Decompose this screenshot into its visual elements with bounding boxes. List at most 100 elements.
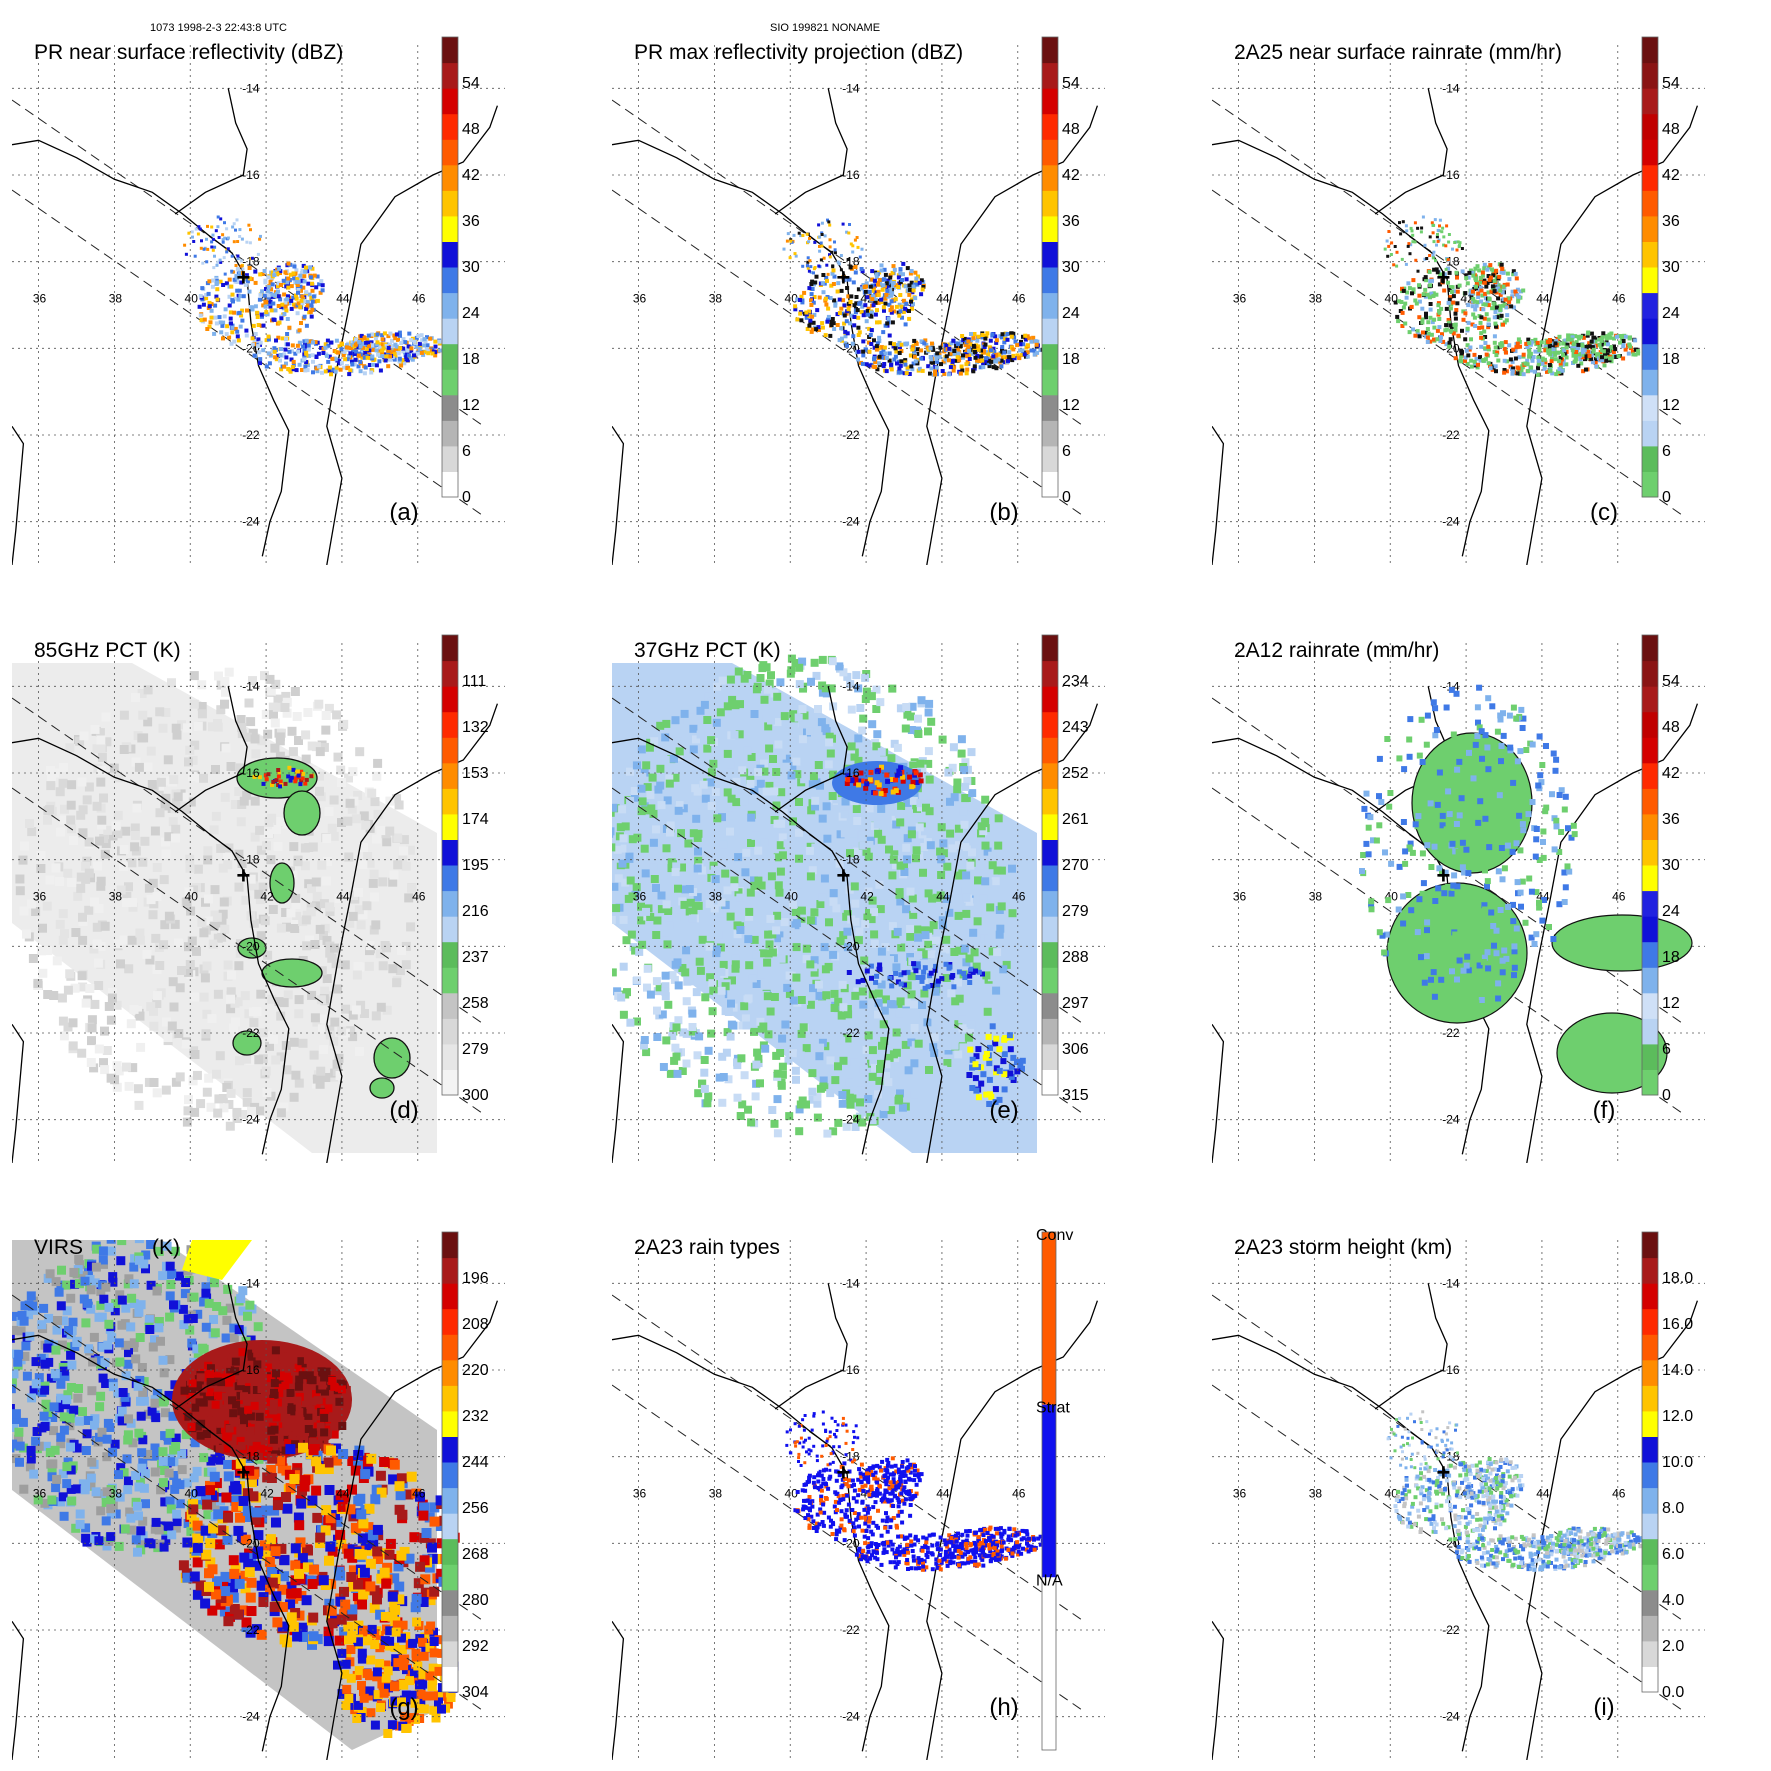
data-cell: [947, 342, 952, 347]
data-cell: [1570, 335, 1575, 340]
data-cell: [910, 1059, 919, 1068]
data-cell: [847, 705, 856, 714]
data-cell: [304, 777, 309, 782]
data-cell: [944, 768, 953, 777]
data-cell: [286, 285, 291, 290]
data-cell: [201, 1029, 211, 1039]
data-cell: [979, 354, 984, 359]
data-cell: [1473, 276, 1478, 281]
colorbar-segment: [1642, 369, 1658, 396]
data-cell: [842, 303, 847, 308]
data-cell: [266, 289, 271, 294]
data-cell: [1025, 354, 1030, 359]
data-cell: [378, 877, 388, 887]
data-cell: [348, 911, 358, 921]
data-cell: [872, 338, 876, 343]
data-cell: [315, 747, 325, 757]
data-cell: [1542, 366, 1547, 371]
data-cell: [433, 350, 438, 355]
data-cell: [1517, 339, 1522, 344]
data-cell: [325, 941, 335, 951]
data-cell: [22, 929, 31, 939]
data-cell: [370, 797, 380, 807]
data-cell: [865, 309, 870, 313]
data-cell: [1434, 292, 1439, 297]
data-cell: [1403, 301, 1408, 306]
data-cell: [43, 815, 52, 825]
data-cell: [77, 777, 87, 787]
data-cell: [1486, 274, 1491, 278]
data-cell: [914, 730, 923, 738]
data-cell: [1420, 317, 1425, 322]
data-cell: [1631, 352, 1636, 357]
colorbar-segment: [1042, 62, 1058, 89]
data-cell: [943, 357, 948, 362]
data-cell: [950, 1041, 959, 1050]
data-cell: [887, 754, 896, 763]
data-cell: [823, 234, 827, 238]
data-cell: [813, 1113, 822, 1122]
data-cell: [89, 944, 99, 954]
data-cell: [337, 1026, 347, 1036]
data-cell: [1492, 350, 1497, 354]
data-cell: [181, 805, 191, 814]
data-cell: [319, 1045, 329, 1055]
data-cell: [1411, 240, 1415, 244]
data-cell: [382, 331, 387, 336]
data-cell: [296, 349, 300, 354]
data-cell: [329, 831, 339, 841]
data-cell: [378, 961, 388, 971]
data-cell: [694, 856, 703, 865]
data-cell: [160, 801, 170, 811]
data-cell: [371, 362, 375, 367]
data-cell: [362, 336, 367, 340]
data-cell: [299, 321, 303, 325]
lon-tick-label: 42: [260, 890, 274, 904]
data-cell: [596, 917, 604, 925]
data-cell: [163, 1033, 173, 1042]
data-cell: [992, 350, 997, 354]
data-cell: [595, 861, 603, 869]
data-cell: [1546, 340, 1551, 344]
data-cell: [306, 902, 316, 912]
data-cell: [36, 851, 46, 861]
data-cell: [247, 266, 252, 270]
data-cell: [208, 939, 218, 949]
data-cell: [832, 298, 837, 303]
data-cell: [849, 294, 854, 299]
data-cell: [202, 1087, 212, 1097]
data-cell: [430, 351, 435, 356]
data-cell: [913, 925, 922, 934]
data-cell: [215, 1051, 225, 1061]
data-cell: [177, 720, 186, 730]
data-cell: [733, 930, 742, 939]
data-cell: [135, 928, 145, 938]
data-cell: [334, 366, 339, 371]
data-cell: [910, 1024, 919, 1032]
data-cell: [955, 946, 964, 955]
data-cell: [939, 903, 947, 912]
data-cell: [859, 841, 868, 850]
data-cell: [367, 788, 377, 798]
data-cell: [955, 342, 960, 347]
data-cell: [135, 935, 145, 945]
data-cell: [205, 327, 210, 331]
data-cell: [799, 1023, 808, 1032]
data-cell: [795, 317, 800, 322]
lon-tick-label: 36: [33, 890, 47, 904]
data-cell: [601, 927, 609, 935]
data-cell: [1611, 350, 1616, 354]
data-cell: [1022, 352, 1027, 357]
data-cell: [603, 897, 611, 905]
data-cell: [304, 323, 309, 328]
data-cell: [933, 369, 937, 374]
data-cell: [951, 997, 960, 1006]
data-cell: [96, 735, 106, 745]
data-cell: [289, 775, 294, 780]
data-cell: [743, 671, 752, 679]
colorbar-segment: [442, 686, 458, 713]
data-cell: [312, 901, 321, 911]
data-cell: [187, 231, 191, 235]
